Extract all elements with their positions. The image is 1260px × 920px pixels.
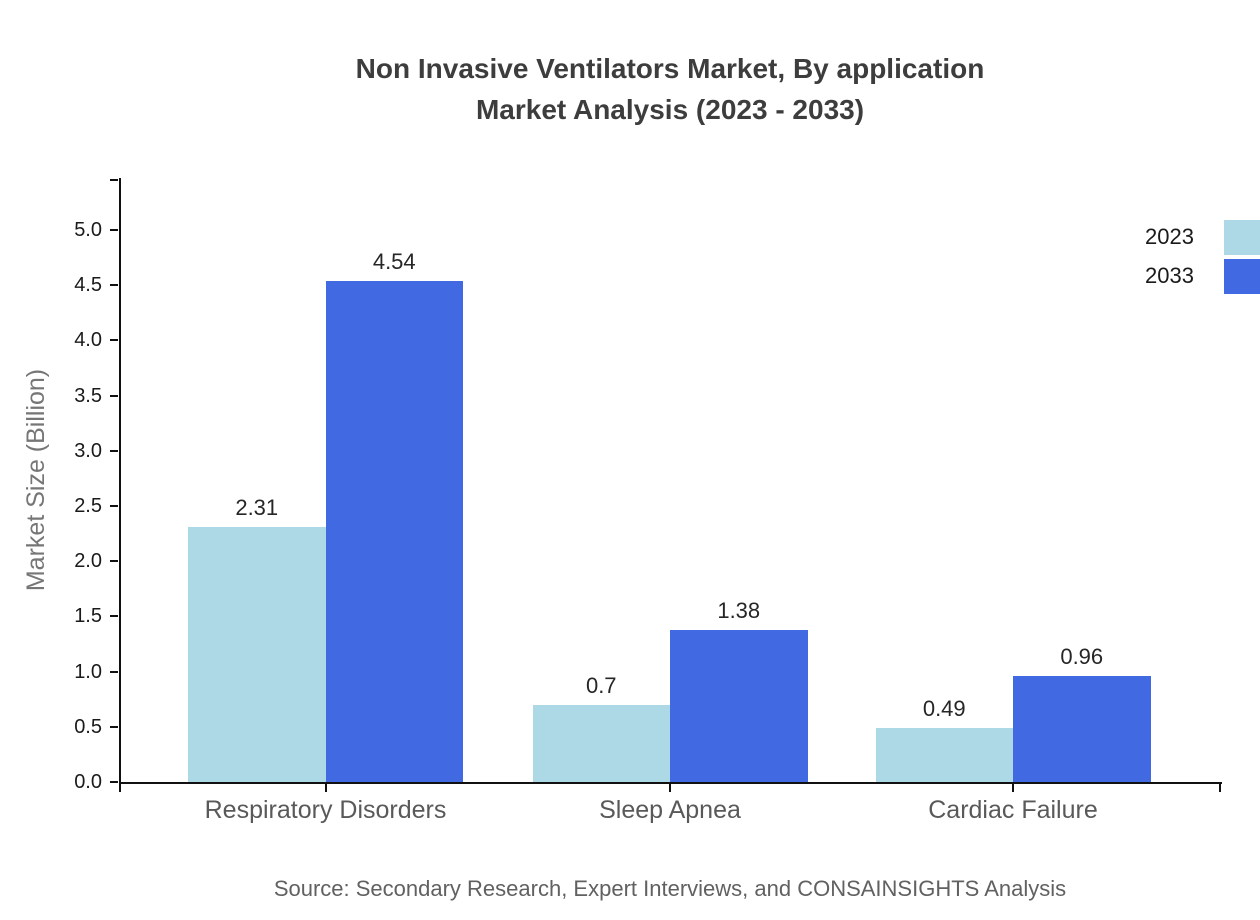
plot-area: 0.0 0.5 1.0 1.5 2.0 2.5 3.0 3.5 4.0 4.5 5.0 2.31 0.7… xyxy=(74,178,1221,824)
y-tick-mark xyxy=(110,560,118,563)
x-category-label-sleep-apnea: Sleep Apnea xyxy=(599,796,741,824)
y-tick-mark xyxy=(110,505,118,507)
bar-2033-sleep-apnea xyxy=(670,629,808,782)
chart-title-line2: Market Analysis (2023 - 2033) xyxy=(475,94,865,125)
bar-2023-respiratory-disorders xyxy=(188,526,326,782)
legend-label-2023: 2023 xyxy=(1145,224,1194,249)
y-tick-label: 0.5 xyxy=(74,715,102,738)
y-tick-mark xyxy=(110,339,118,342)
y-tick-label: 2.0 xyxy=(74,550,102,573)
x-tick-mark xyxy=(669,784,671,792)
y-tick-label: 1.5 xyxy=(74,605,102,628)
chart-title-line1: Non Invasive Ventilators Market, By appl… xyxy=(355,53,985,84)
chart-title: Non Invasive Ventilators Market, By appl… xyxy=(80,48,1260,130)
y-tick-mark xyxy=(110,781,118,783)
x-axis-end-tick xyxy=(119,784,121,792)
y-tick-label: 0.0 xyxy=(74,771,102,793)
x-tick-mark xyxy=(324,784,327,792)
y-tick-mark xyxy=(110,229,118,231)
y-tick-mark xyxy=(110,449,118,452)
bar-2033-cardiac-failure xyxy=(1013,676,1151,782)
y-tick-mark xyxy=(110,670,118,673)
x-tick-mark xyxy=(1012,784,1014,792)
y-tick-label: 4.5 xyxy=(74,274,102,297)
y-tick-label: 1.0 xyxy=(74,660,102,683)
legend-label-2033: 2033 xyxy=(1145,263,1194,288)
y-tick-label: 5.0 xyxy=(74,219,102,241)
y-axis-title: Market Size (Billion) xyxy=(22,368,50,592)
y-tick-mark xyxy=(110,284,118,287)
y-tick-mark xyxy=(110,394,118,397)
x-axis-line xyxy=(119,782,1222,784)
y-tick-label: 3.0 xyxy=(74,439,102,462)
x-category-label-respiratory-disorders: Respiratory Disorders xyxy=(204,796,447,824)
y-tick-mark xyxy=(110,725,118,728)
bar-value-label: 1.38 xyxy=(717,597,761,623)
y-axis-line xyxy=(119,178,121,784)
x-category-label-cardiac-failure: Cardiac Failure xyxy=(928,796,1098,824)
bar-value-label: 2.31 xyxy=(235,494,279,520)
bar-2023-sleep-apnea xyxy=(532,704,670,782)
bar-value-label: 4.54 xyxy=(372,248,416,274)
bar-2033-respiratory-disorders xyxy=(325,280,463,782)
legend-swatch-2033 xyxy=(1224,259,1260,294)
x-axis-end-tick xyxy=(1219,784,1221,792)
bar-2023-cardiac-failure xyxy=(875,727,1013,782)
bar-value-label: 0.49 xyxy=(922,695,966,721)
y-tick-mark xyxy=(110,615,118,618)
y-tick-label: 4.0 xyxy=(74,329,102,352)
bar-value-label: 0.7 xyxy=(585,672,617,698)
bar-value-label: 0.96 xyxy=(1060,644,1104,670)
y-axis-end-tick xyxy=(110,179,118,181)
y-tick-label: 3.5 xyxy=(74,384,102,407)
legend-swatch-2023 xyxy=(1224,220,1260,255)
y-tick-label: 2.5 xyxy=(74,495,102,517)
source-note: Source: Secondary Research, Expert Inter… xyxy=(273,876,1067,901)
